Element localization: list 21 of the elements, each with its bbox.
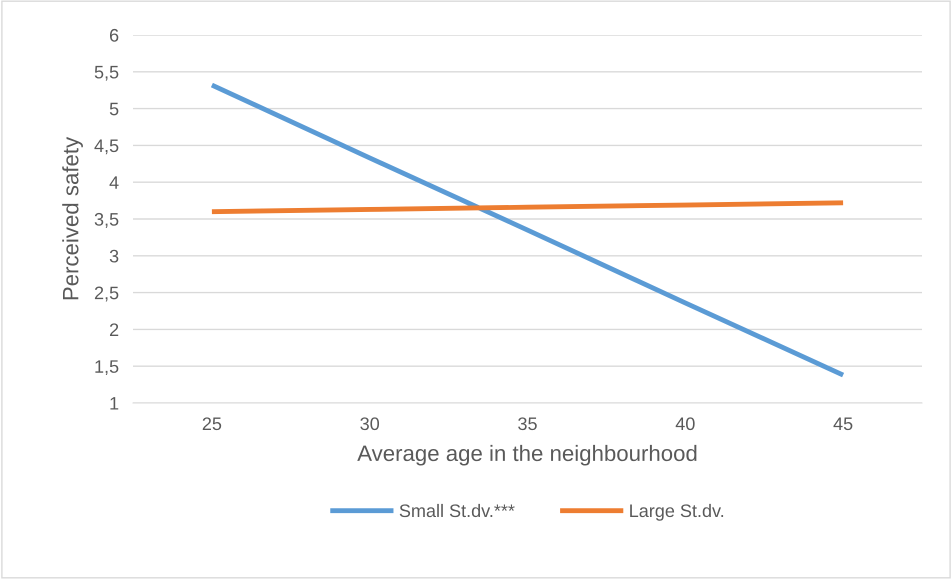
x-axis-title: Average age in the neighbourhood	[357, 444, 696, 466]
y-tick-label: 4	[109, 176, 119, 189]
legend-label: Small St.dv.***	[400, 504, 515, 518]
y-tick-label: 4,5	[94, 140, 118, 154]
y-tick-label: 1,5	[95, 360, 118, 376]
y-tick-label: 3	[110, 250, 118, 263]
y-tick-label: 5,5	[94, 66, 118, 81]
y-tick-label: 2,5	[94, 286, 118, 302]
y-tick-label: 5	[110, 102, 118, 116]
y-tick-label: 1	[110, 397, 118, 410]
x-tick-label: 25	[202, 417, 222, 430]
y-tick-label: 3,5	[94, 212, 118, 228]
x-tick-label: 30	[360, 417, 380, 430]
y-tick-label: 2	[110, 323, 118, 336]
y-axis-title: Perceived safety	[62, 136, 83, 300]
x-tick-label: 40	[676, 417, 695, 430]
legend-label: Large St.dv.	[630, 504, 724, 521]
x-tick-label: 35	[518, 417, 537, 430]
y-tick-label: 6	[110, 28, 118, 42]
line-series	[209, 82, 846, 378]
x-tick-label: 45	[833, 418, 852, 430]
